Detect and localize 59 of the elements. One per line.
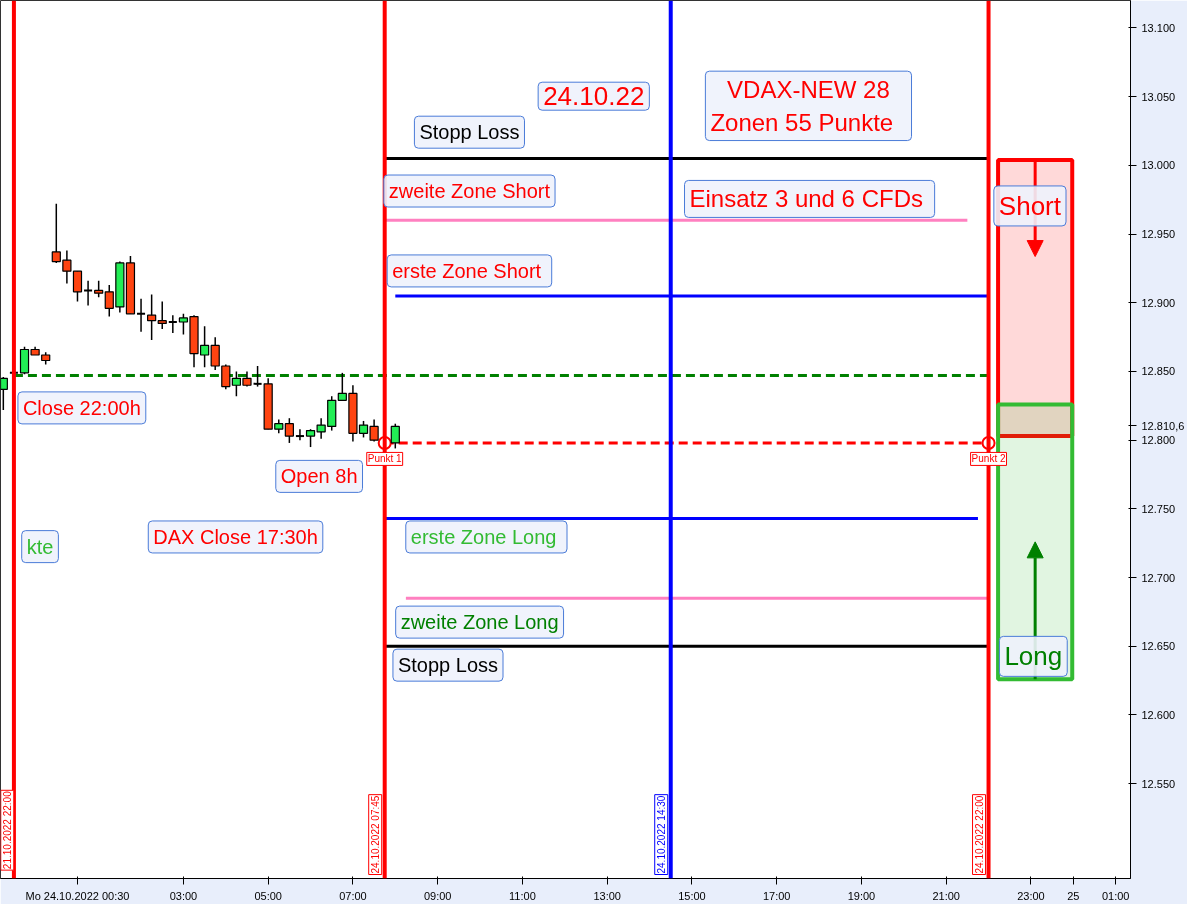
x-tick-label: 07:00 xyxy=(339,889,367,902)
candlestick xyxy=(72,270,83,303)
y-tick-label: 12.650 xyxy=(1141,640,1176,653)
y-tick-label: 12.810,6 xyxy=(1141,419,1185,432)
y-tick-label: 12.600 xyxy=(1141,708,1176,721)
y-tick-label: 13.100 xyxy=(1141,21,1176,34)
candlestick xyxy=(221,363,231,391)
candlestick xyxy=(284,417,294,444)
annotation: 24.10.22 xyxy=(543,81,645,112)
annotation: kte xyxy=(26,535,54,558)
annotation: Stopp Loss xyxy=(419,121,520,144)
y-tick-label: 12.700 xyxy=(1141,571,1176,584)
annotation: erste Zone Short xyxy=(392,259,542,282)
y-tick-label: 13.050 xyxy=(1141,90,1176,103)
annotation: 21.10.2022 22:00 xyxy=(1,790,13,870)
annotation: Punkt 2 xyxy=(971,453,1006,465)
x-tick-label: 13:00 xyxy=(593,889,621,902)
x-tick-label: 17:00 xyxy=(762,889,791,902)
x-tick-label: 15:00 xyxy=(678,889,706,902)
annotation: Long xyxy=(1004,641,1063,672)
x-tick-label: 19:00 xyxy=(847,889,876,902)
candlestick xyxy=(294,428,305,441)
y-tick-label: 12.800 xyxy=(1141,434,1176,447)
ref-line-label: 24.10.2022 22:00 xyxy=(973,795,985,874)
x-tick-label: 25 xyxy=(1067,889,1080,902)
candlestick xyxy=(210,336,220,371)
x-tick-label: 09:00 xyxy=(423,889,452,902)
annotation: DAX Close 17:30h xyxy=(153,525,318,548)
x-tick-label: Mo 24.10.2022 00:30 xyxy=(25,889,130,902)
y-tick-label: 13.000 xyxy=(1141,159,1176,172)
annotation: erste Zone Long xyxy=(410,525,557,548)
annotation: zweite Zone Long xyxy=(400,611,559,634)
ref-line-label: 24.10.2022 07:45 xyxy=(369,795,381,874)
annotation: Open 8h xyxy=(280,465,358,488)
annotation: Einsatz 3 und 6 CFDs xyxy=(689,185,923,213)
candlestick xyxy=(83,280,94,307)
y-tick-label: 12.900 xyxy=(1141,296,1176,309)
annotation: Punkt 1 xyxy=(367,453,403,465)
annotation: Short xyxy=(998,190,1062,221)
y-tick-label: 12.550 xyxy=(1141,777,1176,790)
x-tick-label: 05:00 xyxy=(254,889,282,902)
candlestick xyxy=(136,297,147,333)
candlestick xyxy=(167,314,178,334)
candlestick xyxy=(0,376,8,411)
candlestick xyxy=(390,422,400,450)
x-tick-label: 11:00 xyxy=(509,889,536,902)
y-tick-label: 12.950 xyxy=(1141,228,1176,241)
ref-line-label: 24.10.2022 14:30 xyxy=(655,795,667,874)
x-tick-label: 03:00 xyxy=(169,889,198,902)
x-tick-label: 23:00 xyxy=(1017,889,1045,902)
annotation: VDAX-NEW 28 Zonen 55 Punkte xyxy=(710,76,894,136)
x-tick-label: 01:00 xyxy=(1101,889,1130,902)
y-tick-label: 12.850 xyxy=(1141,365,1176,378)
annotation: Close 22:00h xyxy=(22,396,141,419)
y-tick-label: 12.750 xyxy=(1141,502,1176,515)
candlestick xyxy=(157,300,167,330)
annotation: zweite Zone Short xyxy=(388,180,551,203)
x-tick-label: 21:00 xyxy=(932,889,960,902)
annotation: Stopp Loss xyxy=(397,654,499,677)
